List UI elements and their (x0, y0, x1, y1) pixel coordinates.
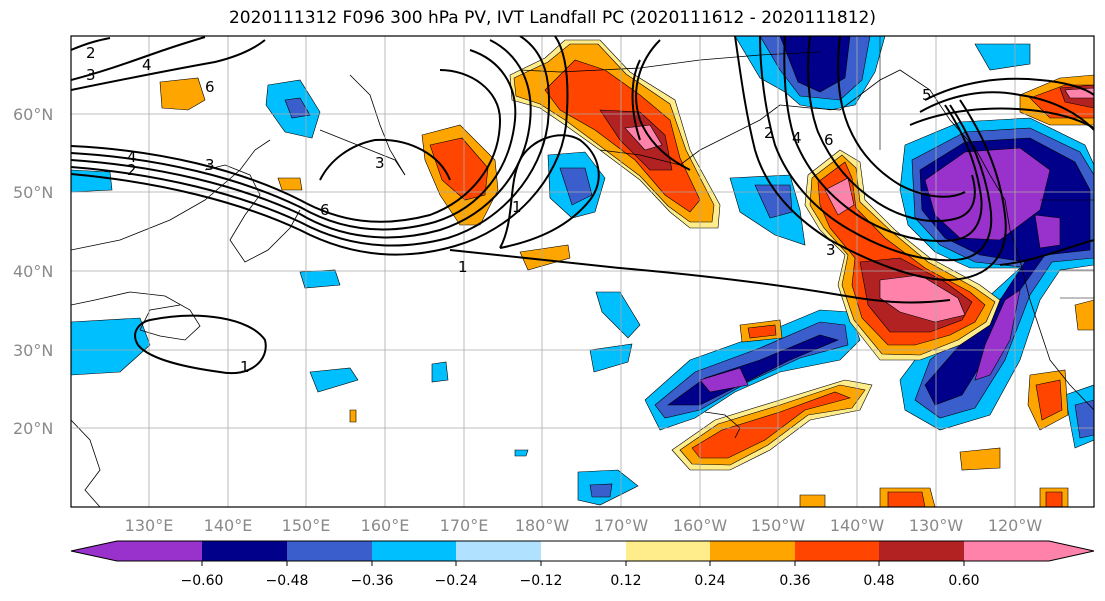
contour-label: 1 (512, 198, 522, 216)
contour-label: 2 (764, 124, 774, 142)
colorbar-segment (372, 541, 456, 561)
colorbar-segment (626, 541, 710, 561)
contour-label: 3 (86, 66, 96, 84)
colorbar-ticks (201, 561, 965, 566)
colorbar-tick-label: −0.36 (351, 573, 394, 589)
lat-label: 30°N (13, 341, 53, 360)
colorbar-tick-label: 0.24 (694, 573, 725, 589)
colorbar-tick-label: −0.48 (266, 573, 309, 589)
lon-label: 140°W (830, 516, 885, 535)
contour-label: 6 (205, 78, 215, 96)
longitude-labels: 130°E 140°E 150°E 160°E 170°E 180°W 170°… (125, 516, 1043, 535)
lon-label: 160°E (361, 516, 410, 535)
contour-label: 1 (458, 258, 468, 276)
contour-label: 4 (792, 129, 802, 147)
lon-label: 130°E (125, 516, 174, 535)
colorbar-segment (879, 541, 964, 561)
contour-label: 2 (127, 161, 137, 179)
shading-layer (71, 36, 1094, 507)
lon-label: 130°W (909, 516, 964, 535)
contour-label: 4 (142, 56, 152, 74)
colorbar-segment (287, 541, 372, 561)
contour-layer (71, 36, 1094, 375)
lon-label: 170°W (594, 516, 649, 535)
colorbar-tick-label: 0.60 (948, 573, 979, 589)
contour-label: 1 (240, 358, 250, 376)
lat-label: 50°N (13, 183, 53, 202)
lon-label: 170°E (440, 516, 489, 535)
colorbar-segment (117, 541, 202, 561)
colorbar-tick-label: 0.36 (779, 573, 810, 589)
colorbar-segment (456, 541, 541, 561)
lat-label: 60°N (13, 105, 53, 124)
colorbar: −0.60 −0.48 −0.36 −0.24 −0.12 0.12 0.24 … (70, 540, 1095, 589)
contour-label: 3 (375, 154, 385, 172)
contour-label: 4 (127, 148, 137, 166)
colorbar-tick-label: −0.60 (181, 573, 224, 589)
colorbar-segment (710, 541, 795, 561)
map-area: 2 3 4 6 6 2 3 4 6 5 3 4 1 1 1 2 3 (71, 36, 1094, 507)
colorbar-segment (964, 541, 1049, 561)
contour-label: 6 (320, 201, 330, 219)
contour-label: 3 (205, 156, 215, 174)
contour-label: 3 (826, 241, 836, 259)
lon-label: 180°W (515, 516, 570, 535)
contour-label: 6 (824, 131, 834, 149)
lon-label: 150°W (751, 516, 806, 535)
colorbar-tick-label: −0.24 (435, 573, 478, 589)
lon-label: 150°E (282, 516, 331, 535)
colorbar-segment (71, 541, 117, 561)
lon-label: 120°W (988, 516, 1043, 535)
colorbar-segment (1049, 541, 1094, 561)
lat-label: 40°N (13, 262, 53, 281)
latitude-labels: 60°N 50°N 40°N 30°N 20°N (13, 105, 53, 438)
lon-label: 160°W (673, 516, 728, 535)
colorbar-segment (541, 541, 626, 561)
contour-label: 2 (86, 44, 96, 62)
map-title: 2020111312 F096 300 hPa PV, IVT Landfall… (228, 8, 876, 28)
colorbar-tick-label: −0.12 (520, 573, 563, 589)
lat-label: 20°N (13, 419, 53, 438)
colorbar-tick-label: 0.48 (863, 573, 894, 589)
colorbar-segment (795, 541, 879, 561)
contour-label: 5 (922, 86, 932, 104)
border-layer (879, 36, 1094, 299)
colorbar-outline (70, 540, 1095, 562)
map-frame (70, 35, 1095, 508)
colorbar-tick-label: 0.12 (610, 573, 641, 589)
contour-label-layer: 2 3 4 6 6 2 3 4 6 5 3 4 1 1 1 2 3 (86, 44, 932, 376)
graticule-layer (71, 36, 1094, 507)
colorbar-segment (202, 541, 287, 561)
lon-label: 140°E (204, 516, 253, 535)
